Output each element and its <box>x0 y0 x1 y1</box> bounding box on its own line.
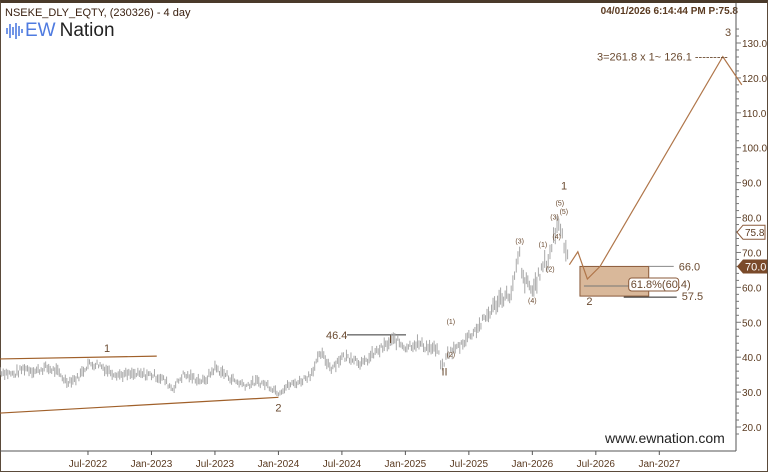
wave-label: (3) <box>515 239 524 246</box>
wave-label: (4) <box>528 298 537 305</box>
box-bottom-label: 57.5 <box>682 291 703 303</box>
last-price-label: 75.8 <box>745 228 765 239</box>
y-tick-label: 120.0 <box>742 74 767 85</box>
wave-label: (3) <box>550 214 559 221</box>
x-tick-label: Jul-2025 <box>450 459 489 470</box>
timestamp-price: 04/01/2026 6:14:44 PM P:75.8 <box>600 6 738 17</box>
x-tick-label: Jul-2022 <box>69 459 108 470</box>
wave-label: (1) <box>447 319 456 326</box>
last-price-tag <box>736 224 766 240</box>
x-tick-label: Jan-2027 <box>638 459 680 470</box>
waveform-icon <box>6 23 23 39</box>
wave-label: (2) <box>546 267 555 274</box>
y-tick-label: 30.0 <box>742 388 762 399</box>
y-tick-label: 110.0 <box>742 109 767 120</box>
x-tick-label: Jan-2026 <box>511 459 553 470</box>
y-tick-label: 40.0 <box>742 353 762 364</box>
wave-label: (2) <box>447 352 456 359</box>
y-tick-label: 20.0 <box>742 423 762 434</box>
channel-upper-line <box>0 355 157 360</box>
ewnation-logo: EW Nation <box>5 20 115 42</box>
wave-label: 3 <box>725 27 731 39</box>
wave-label: (5) <box>556 200 565 207</box>
current-price-label: 70.0 <box>745 261 766 273</box>
y-tick-label: 90.0 <box>742 179 762 190</box>
logo-nation: Nation <box>59 20 115 41</box>
wave-label: 2 <box>586 296 592 308</box>
projected-wave-path <box>568 55 743 281</box>
wave-label: I <box>389 334 392 346</box>
x-tick-label: Jan-2023 <box>131 459 173 470</box>
fib-label: 61.8%(60.4) <box>631 279 691 291</box>
y-tick-label: 60.0 <box>742 283 762 294</box>
current-price-badge <box>737 259 767 274</box>
wave-label: II <box>441 366 447 378</box>
x-tick-label: Jan-2024 <box>258 459 300 470</box>
resistance-label: 46.4 <box>326 330 347 342</box>
channel-lower-line <box>0 396 279 414</box>
x-tick-label: Jul-2026 <box>577 459 616 470</box>
wave-label: (5) <box>560 209 569 216</box>
x-tick-label: Jan-2025 <box>385 459 427 470</box>
wave-label: (4) <box>552 234 561 241</box>
y-tick-label: 50.0 <box>742 318 762 329</box>
fib-label-box <box>628 277 680 292</box>
website-watermark: www.ewnation.com <box>605 430 725 446</box>
wave-label: (1) <box>539 242 548 249</box>
wave-label: 2 <box>275 402 281 414</box>
y-tick-label: 80.0 <box>742 214 762 225</box>
x-tick-label: Jul-2024 <box>323 459 362 470</box>
wave-label: 1 <box>104 343 110 355</box>
y-tick-label: 100.0 <box>742 144 767 155</box>
y-tick-label: 130.0 <box>742 39 767 50</box>
target-label: 3=261.8 x 1~ 126.1 --------- <box>597 52 728 64</box>
y-tick-label: 70.0 <box>742 248 762 259</box>
logo-ew: EW <box>25 20 56 41</box>
wave-label: 1 <box>561 181 567 193</box>
chart-title: NSEKE_DLY_EQTY, (230326) - 4 day <box>5 7 191 19</box>
x-tick-label: Jul-2023 <box>196 459 235 470</box>
box-top-label: 66.0 <box>679 261 700 273</box>
